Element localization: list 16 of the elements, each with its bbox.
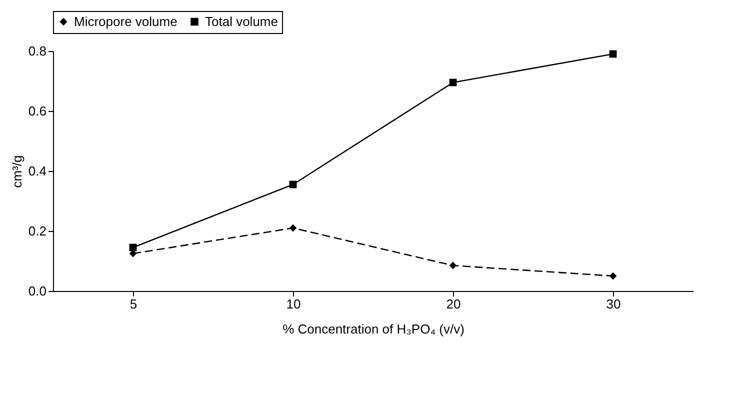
point: [609, 272, 617, 280]
legend-label: Micropore volume: [74, 14, 178, 29]
y-tick-label: 0.4: [28, 164, 46, 178]
y-tick-label: 0.0: [28, 284, 46, 298]
y-tick-label: 0.2: [28, 224, 46, 238]
x-tick-label: 20: [446, 296, 461, 312]
y-tick-label: 0.8: [28, 44, 46, 58]
x-tick-label: 30: [606, 296, 621, 312]
y-tick-label: 0.6: [28, 104, 46, 118]
x-tick-label: 10: [286, 296, 301, 312]
point: [289, 224, 297, 232]
x-axis-title: % Concentration of H₃PO₄ (v/v): [282, 322, 464, 336]
legend-label: Total volume: [205, 14, 278, 29]
y-axis-title: cm³/g: [9, 155, 24, 188]
point: [449, 262, 457, 270]
x-tick-label: 5: [130, 296, 138, 312]
